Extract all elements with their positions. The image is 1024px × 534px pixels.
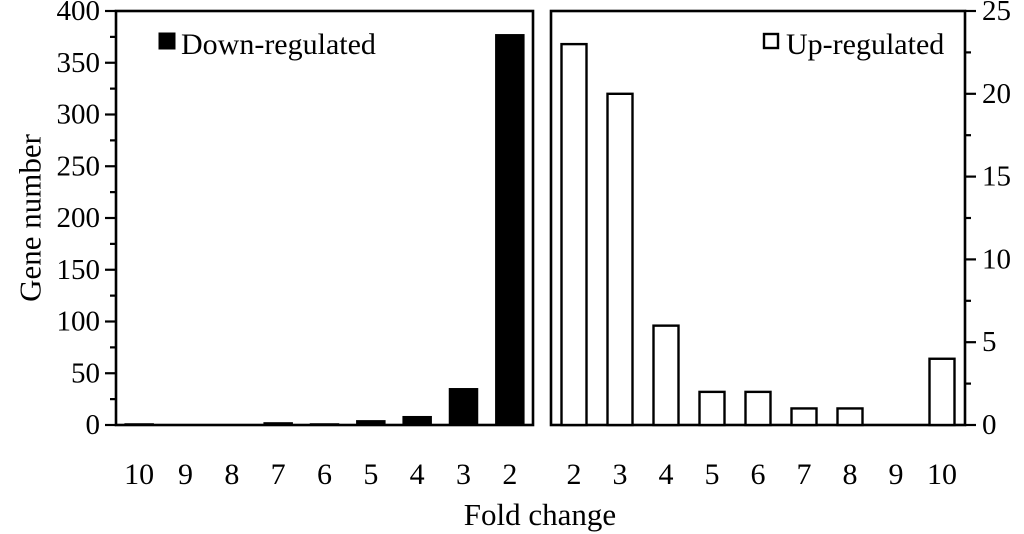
x-tick-label: 5 (363, 458, 378, 491)
bar-fold-7 (263, 422, 293, 426)
y-tick-label: 300 (57, 99, 101, 131)
bar-fold-10 (928, 357, 956, 427)
x-tick-label: 4 (659, 458, 674, 491)
y-tick-label: 350 (57, 47, 101, 79)
y-tick-label: 250 (57, 150, 101, 182)
y-tick-label: 400 (57, 0, 101, 27)
y-tick-label: 15 (982, 161, 1011, 193)
bar-fold-7 (790, 407, 818, 427)
bar-fold-6 (744, 390, 772, 427)
y-tick-label: 150 (57, 254, 101, 286)
y-tick-label: 25 (982, 0, 1011, 27)
x-tick-label: 10 (124, 458, 154, 491)
x-tick-label: 8 (224, 458, 239, 491)
x-tick-label: 9 (889, 458, 904, 491)
bar-fold-5 (698, 390, 726, 427)
legend-up-label: Up-regulated (786, 28, 944, 61)
x-tick-label: 3 (613, 458, 628, 491)
x-tick-label: 5 (705, 458, 720, 491)
x-tick-label: 8 (843, 458, 858, 491)
x-tick-label: 3 (456, 458, 471, 491)
up-regulated-bars (560, 42, 956, 427)
bar-fold-3 (606, 92, 634, 427)
y-tick-label: 0 (86, 409, 101, 441)
bar-fold-2 (560, 42, 588, 427)
y-tick-label: 5 (982, 326, 997, 358)
bar-fold-4 (402, 415, 432, 426)
y-tick-label: 50 (71, 357, 100, 389)
x-tick-label: 4 (410, 458, 425, 491)
y-tick-label: 100 (57, 306, 101, 338)
legend-down-regulated: Down-regulated (158, 28, 376, 61)
open-square-icon (762, 32, 780, 50)
x-tick-label: 9 (178, 458, 193, 491)
x-axis-title: Fold change (464, 497, 616, 532)
x-tick-label: 2 (502, 458, 517, 491)
legend-down-label: Down-regulated (181, 28, 376, 61)
x-tick-label: 2 (567, 458, 582, 491)
legend-up-regulated: Up-regulated (762, 28, 944, 61)
bar-fold-6 (309, 423, 340, 426)
x-tick-label: 10 (927, 458, 957, 491)
y-tick-label: 10 (982, 243, 1011, 275)
bar-fold-4 (652, 324, 680, 427)
y-tick-label: 0 (982, 409, 997, 441)
bar-fold-3 (448, 388, 479, 426)
x-tick-label: 7 (797, 458, 812, 491)
y-tick-label: 200 (57, 202, 101, 234)
x-tick-label: 6 (317, 458, 332, 491)
y-tick-label: 20 (982, 78, 1011, 110)
x-tick-label: 6 (751, 458, 766, 491)
bar-fold-10 (124, 423, 154, 426)
bar-fold-2 (495, 34, 525, 426)
down-regulated-bars (124, 34, 525, 426)
left-y-axis-ticks: 0 50 100 150 200 250 300 350 400 (57, 0, 116, 441)
right-y-axis-ticks: 0 5 10 15 20 25 (965, 0, 1011, 441)
x-tick-label: 7 (271, 458, 286, 491)
left-panel-frame (114, 9, 535, 427)
x-axis-category-labels: 10 9 8 7 6 5 4 3 2 2 3 4 5 6 7 8 9 10 (124, 458, 957, 491)
bar-fold-8 (836, 407, 864, 427)
y-axis-title: Gene number (13, 133, 48, 302)
filled-square-icon (158, 32, 176, 50)
bar-fold-5 (356, 420, 386, 426)
